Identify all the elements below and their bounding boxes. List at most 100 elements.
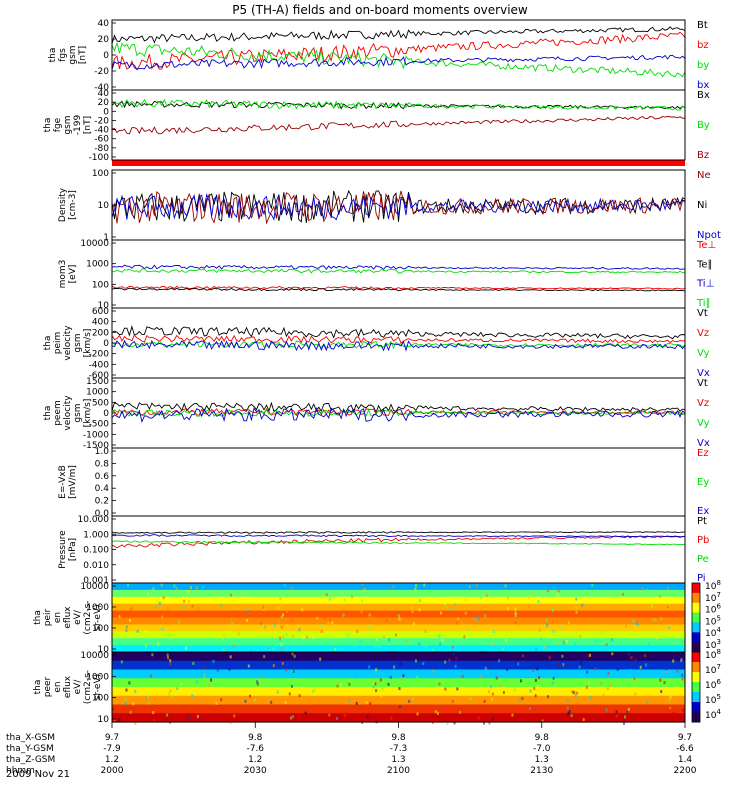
x-tick-label: -7.6 bbox=[246, 744, 264, 754]
spectrogram-cell bbox=[203, 666, 206, 670]
spectrogram-band bbox=[112, 695, 685, 706]
spectrogram-cell bbox=[463, 635, 466, 639]
spectrogram-cell bbox=[514, 611, 517, 615]
y-axis-label: gsm bbox=[68, 45, 78, 64]
spectrogram-cell bbox=[452, 652, 455, 656]
spectrogram-cell bbox=[161, 627, 164, 631]
colorbar-tick-label: 107 bbox=[705, 591, 721, 604]
spectrogram-cell bbox=[150, 589, 153, 593]
spectrogram-cell bbox=[515, 615, 518, 619]
spectrogram-cell bbox=[319, 657, 322, 661]
y-tick-label: -20 bbox=[94, 67, 109, 77]
spectrogram-cell bbox=[197, 716, 200, 720]
spectrogram-cell bbox=[451, 699, 454, 703]
spectrogram-cell bbox=[279, 597, 282, 601]
spectrogram-cell bbox=[280, 642, 283, 646]
spectrogram-cell bbox=[280, 615, 283, 619]
spectrogram-cell bbox=[593, 592, 596, 596]
spectrogram-cell bbox=[491, 692, 494, 696]
spectrogram-cell bbox=[483, 699, 486, 703]
panel-3: 10000 1000 100 10 mom3 [eV] Te⊥ Te∥ Ti⊥ Ti∥ bbox=[58, 239, 716, 311]
spectrogram-cell bbox=[444, 687, 447, 691]
y-axis-label: peim bbox=[53, 332, 63, 355]
spectrogram-cell bbox=[372, 685, 375, 689]
colorbar-tick-label: 104 bbox=[705, 708, 721, 721]
spectrogram-cell bbox=[293, 654, 296, 658]
spectrogram-cell bbox=[626, 710, 629, 714]
y-tick-label: 20 bbox=[98, 35, 110, 45]
spectrogram-cell bbox=[579, 661, 582, 665]
spectrogram-cell bbox=[368, 613, 371, 617]
spectrogram-cell bbox=[375, 637, 378, 641]
spectrogram-cell bbox=[592, 591, 595, 595]
y-axis-label: eflux bbox=[63, 675, 73, 698]
spectrogram-cell bbox=[647, 642, 650, 646]
y-tick-label: 100 bbox=[92, 694, 109, 704]
spectrogram-cell bbox=[672, 711, 675, 715]
spectrogram-cell bbox=[399, 662, 402, 666]
spectrogram-cell bbox=[398, 680, 401, 684]
y-tick-label: 600 bbox=[92, 307, 109, 317]
x-tick-label: 1.3 bbox=[391, 755, 405, 765]
spectrogram-cell bbox=[343, 714, 346, 718]
spectrogram-cell bbox=[355, 701, 358, 705]
spectrogram-cell bbox=[328, 713, 331, 717]
spectrogram-cell bbox=[609, 683, 612, 687]
panel-frame bbox=[111, 515, 686, 584]
spectrogram-cell bbox=[124, 701, 127, 705]
spectrogram-cell bbox=[534, 694, 537, 698]
spectrogram-cell bbox=[372, 682, 375, 686]
spectrogram-cell bbox=[646, 700, 649, 704]
spectrogram-cell bbox=[280, 625, 283, 629]
spectrogram-band bbox=[112, 596, 685, 605]
spectrogram-cell bbox=[241, 594, 244, 598]
spectrogram-cell bbox=[233, 605, 236, 609]
spectrogram-cell bbox=[575, 597, 578, 601]
series-line-Pb bbox=[111, 535, 686, 549]
colorbar-frame bbox=[691, 651, 701, 723]
y-axis-label: peir bbox=[43, 608, 53, 626]
spectrogram-cell bbox=[453, 721, 456, 725]
spectrogram-cell bbox=[113, 719, 116, 723]
spectrogram-cell bbox=[459, 710, 462, 714]
spectrogram-cell bbox=[574, 642, 577, 646]
spectrogram-cell bbox=[191, 604, 194, 608]
spectrogram-cell bbox=[498, 659, 501, 663]
spectrogram-cell bbox=[369, 702, 372, 706]
legend-Vz: Vz bbox=[697, 328, 709, 339]
y-axis-label: [nPa] bbox=[68, 538, 78, 561]
y-tick-label: 10 bbox=[98, 645, 110, 655]
spectrogram-cell bbox=[153, 718, 156, 722]
date-label: 2009 Nov 21 bbox=[6, 769, 70, 780]
legend-by: by bbox=[697, 60, 709, 71]
spectrogram-cell bbox=[599, 682, 602, 686]
legend-Bt: Bt bbox=[697, 20, 708, 31]
spectrogram-cell bbox=[229, 655, 232, 659]
spectrogram-band bbox=[112, 660, 685, 671]
panel-frame bbox=[111, 447, 686, 517]
spectrogram-cell bbox=[412, 697, 415, 701]
spectrogram-cell bbox=[214, 690, 217, 694]
colorbar-tick-label: 106 bbox=[705, 603, 721, 616]
spectrogram-cell bbox=[517, 623, 520, 627]
spectrogram-cell bbox=[562, 663, 565, 667]
spectrogram-cell bbox=[152, 587, 155, 591]
spectrogram-cell bbox=[578, 680, 581, 684]
colorbar-tick-label: 104 bbox=[705, 626, 721, 639]
spectrogram-cell bbox=[651, 604, 654, 608]
spectrogram-cell bbox=[630, 669, 633, 673]
spectrogram-cell bbox=[543, 645, 546, 649]
y-axis-label: tha bbox=[43, 406, 53, 421]
spectrogram-cell bbox=[529, 689, 532, 693]
spectrogram-cell bbox=[514, 613, 517, 617]
series-line-Npot bbox=[111, 193, 686, 221]
spectrogram-cell bbox=[644, 663, 647, 667]
colorbar-segment bbox=[692, 612, 700, 623]
spectrogram-cell bbox=[596, 681, 599, 685]
y-tick-label: 500 bbox=[92, 398, 109, 408]
y-axis-label: fgs bbox=[58, 48, 68, 62]
colorbar-tick-label: 107 bbox=[705, 663, 721, 676]
spectrogram-cell bbox=[237, 683, 240, 687]
y-axis-label: [eV] bbox=[68, 265, 78, 284]
